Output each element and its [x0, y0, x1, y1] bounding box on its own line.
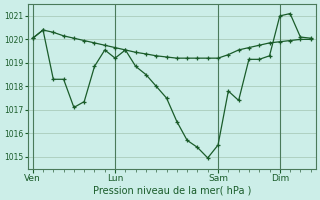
- X-axis label: Pression niveau de la mer( hPa ): Pression niveau de la mer( hPa ): [92, 186, 251, 196]
